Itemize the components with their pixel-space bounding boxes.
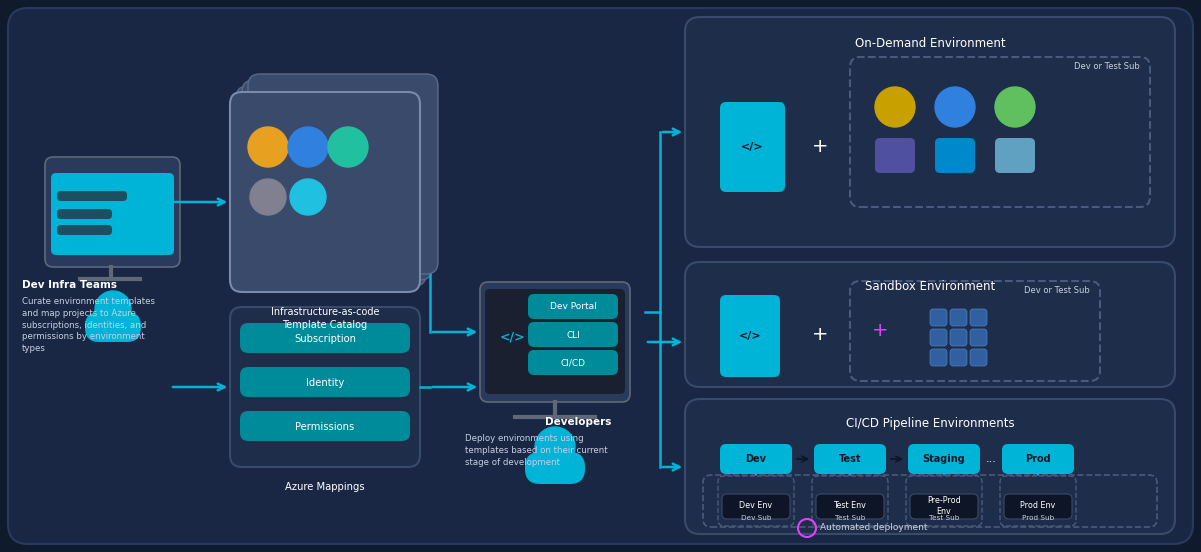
FancyBboxPatch shape bbox=[814, 444, 886, 474]
Circle shape bbox=[247, 127, 288, 167]
Text: Test: Test bbox=[838, 454, 861, 464]
FancyBboxPatch shape bbox=[8, 8, 1193, 544]
FancyBboxPatch shape bbox=[721, 444, 791, 474]
FancyBboxPatch shape bbox=[44, 157, 180, 267]
FancyBboxPatch shape bbox=[685, 17, 1175, 247]
Text: Staging: Staging bbox=[922, 454, 966, 464]
FancyBboxPatch shape bbox=[241, 80, 432, 280]
Text: Dev or Test Sub: Dev or Test Sub bbox=[1074, 62, 1140, 71]
Circle shape bbox=[250, 179, 286, 215]
Text: Identity: Identity bbox=[306, 378, 345, 388]
Text: Permissions: Permissions bbox=[295, 422, 354, 432]
FancyBboxPatch shape bbox=[930, 309, 948, 326]
Circle shape bbox=[288, 127, 328, 167]
FancyBboxPatch shape bbox=[240, 367, 410, 397]
FancyBboxPatch shape bbox=[970, 329, 987, 346]
FancyBboxPatch shape bbox=[950, 329, 967, 346]
FancyBboxPatch shape bbox=[528, 294, 619, 319]
FancyBboxPatch shape bbox=[231, 307, 420, 467]
FancyBboxPatch shape bbox=[721, 102, 785, 192]
Text: CI/CD: CI/CD bbox=[561, 358, 586, 368]
Circle shape bbox=[534, 427, 575, 467]
Text: </>: </> bbox=[741, 142, 764, 152]
FancyBboxPatch shape bbox=[50, 173, 174, 255]
Text: Automated deployment: Automated deployment bbox=[820, 523, 927, 533]
Text: Test Sub: Test Sub bbox=[835, 515, 865, 521]
FancyBboxPatch shape bbox=[485, 289, 625, 394]
Circle shape bbox=[876, 87, 915, 127]
Text: Dev Portal: Dev Portal bbox=[550, 302, 597, 311]
FancyBboxPatch shape bbox=[85, 312, 141, 342]
Text: Test Env: Test Env bbox=[833, 502, 866, 511]
Text: Prod Env: Prod Env bbox=[1021, 502, 1056, 511]
Text: Subscription: Subscription bbox=[294, 334, 355, 344]
Text: Prod: Prod bbox=[1026, 454, 1051, 464]
Circle shape bbox=[95, 291, 131, 327]
Text: Dev or Test Sub: Dev or Test Sub bbox=[1024, 286, 1091, 295]
Text: On-Demand Environment: On-Demand Environment bbox=[855, 37, 1005, 50]
FancyBboxPatch shape bbox=[721, 295, 779, 377]
FancyBboxPatch shape bbox=[56, 209, 112, 219]
FancyBboxPatch shape bbox=[56, 191, 127, 201]
Text: +: + bbox=[812, 137, 829, 157]
Text: ...: ... bbox=[986, 454, 997, 464]
Text: </>: </> bbox=[500, 331, 526, 343]
Text: Azure Mappings: Azure Mappings bbox=[285, 482, 365, 492]
FancyBboxPatch shape bbox=[930, 349, 948, 366]
FancyBboxPatch shape bbox=[247, 74, 438, 274]
FancyBboxPatch shape bbox=[936, 138, 975, 173]
FancyBboxPatch shape bbox=[950, 309, 967, 326]
FancyBboxPatch shape bbox=[1002, 444, 1074, 474]
Text: </>: </> bbox=[739, 331, 761, 341]
Text: Dev Env: Dev Env bbox=[740, 502, 772, 511]
Text: +: + bbox=[872, 321, 889, 341]
FancyBboxPatch shape bbox=[231, 92, 420, 292]
FancyBboxPatch shape bbox=[815, 494, 884, 519]
FancyBboxPatch shape bbox=[1004, 494, 1072, 519]
FancyBboxPatch shape bbox=[910, 494, 978, 519]
FancyBboxPatch shape bbox=[240, 323, 410, 353]
Text: CI/CD Pipeline Environments: CI/CD Pipeline Environments bbox=[846, 417, 1015, 430]
FancyBboxPatch shape bbox=[528, 322, 619, 347]
FancyBboxPatch shape bbox=[970, 349, 987, 366]
Text: Dev: Dev bbox=[746, 454, 766, 464]
Text: +: + bbox=[812, 326, 829, 344]
Text: Sandbox Environment: Sandbox Environment bbox=[865, 280, 996, 293]
FancyBboxPatch shape bbox=[908, 444, 980, 474]
FancyBboxPatch shape bbox=[994, 138, 1035, 173]
Text: CLI: CLI bbox=[566, 331, 580, 339]
Text: Prod Sub: Prod Sub bbox=[1022, 515, 1054, 521]
FancyBboxPatch shape bbox=[970, 309, 987, 326]
Text: Deploy environments using
templates based on their current
stage of development: Deploy environments using templates base… bbox=[465, 434, 608, 466]
Text: Dev Infra Teams: Dev Infra Teams bbox=[22, 280, 116, 290]
FancyBboxPatch shape bbox=[528, 350, 619, 375]
FancyBboxPatch shape bbox=[685, 262, 1175, 387]
Text: Pre-Prod
Env: Pre-Prod Env bbox=[927, 496, 961, 516]
FancyBboxPatch shape bbox=[56, 225, 112, 235]
Circle shape bbox=[328, 127, 368, 167]
FancyBboxPatch shape bbox=[240, 411, 410, 441]
Circle shape bbox=[289, 179, 325, 215]
FancyBboxPatch shape bbox=[876, 138, 915, 173]
FancyBboxPatch shape bbox=[237, 86, 426, 286]
Circle shape bbox=[994, 87, 1035, 127]
Text: Test Sub: Test Sub bbox=[928, 515, 960, 521]
Circle shape bbox=[936, 87, 975, 127]
Text: Dev Sub: Dev Sub bbox=[741, 515, 771, 521]
FancyBboxPatch shape bbox=[685, 399, 1175, 534]
FancyBboxPatch shape bbox=[722, 494, 790, 519]
Text: Curate environment templates
and map projects to Azure
subscriptions, identities: Curate environment templates and map pro… bbox=[22, 297, 155, 353]
FancyBboxPatch shape bbox=[950, 349, 967, 366]
FancyBboxPatch shape bbox=[930, 329, 948, 346]
Text: Infrastructure-as-code
Template Catalog: Infrastructure-as-code Template Catalog bbox=[270, 307, 380, 330]
FancyBboxPatch shape bbox=[525, 452, 585, 484]
Text: Developers: Developers bbox=[545, 417, 611, 427]
FancyBboxPatch shape bbox=[480, 282, 631, 402]
